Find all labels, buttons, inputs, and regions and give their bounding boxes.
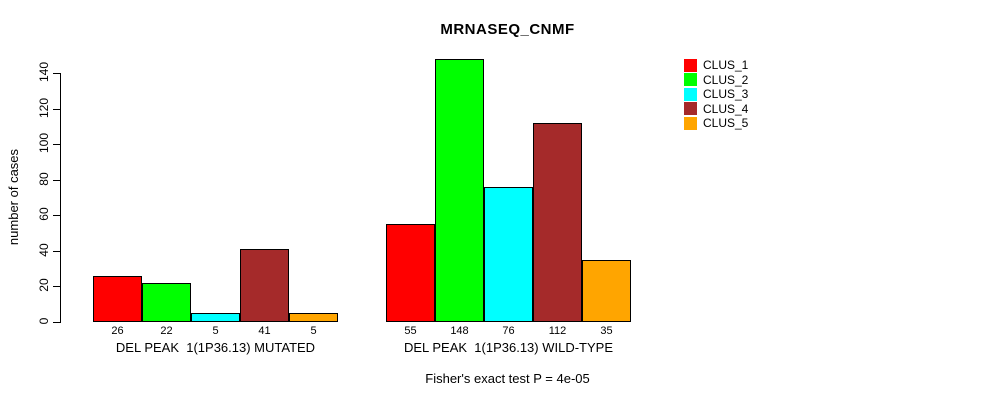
legend-swatch-clus_1 <box>684 58 697 72</box>
y-axis-tick <box>53 109 60 110</box>
bar-value-label: 148 <box>450 325 469 337</box>
bar-value-label: 35 <box>600 325 613 337</box>
legend-entry: CLUS_4 <box>684 102 748 116</box>
y-axis-tick <box>53 73 60 74</box>
bar-clus_5 <box>582 260 631 322</box>
legend-entry: CLUS_2 <box>684 73 748 87</box>
y-axis-line <box>60 73 61 323</box>
bar-clus_2 <box>142 283 191 322</box>
bar-value-label: 5 <box>212 325 219 337</box>
y-axis-label: number of cases <box>6 148 21 246</box>
y-axis-tick-label: 140 <box>37 61 51 83</box>
annotation-text: Fisher's exact test P = 4e-05 <box>425 371 590 386</box>
y-axis-tick <box>53 322 60 323</box>
y-axis-tick-label: 100 <box>37 132 51 154</box>
legend-entry: CLUS_1 <box>684 58 748 72</box>
group-label: DEL PEAK 1(1P36.13) WILD-TYPE <box>403 340 614 355</box>
y-axis-tick <box>53 180 60 181</box>
y-axis-tick-label: 120 <box>37 97 51 119</box>
legend-swatch-clus_3 <box>684 87 697 101</box>
y-axis-tick-label: 0 <box>37 317 51 325</box>
y-axis-tick <box>53 251 60 252</box>
y-axis-tick <box>53 286 60 287</box>
y-axis-tick-label: 20 <box>37 278 51 292</box>
bar-clus_3 <box>191 313 240 322</box>
y-axis-tick-label: 80 <box>37 172 51 186</box>
bar-value-label: 55 <box>404 325 417 337</box>
group-label: DEL PEAK 1(1P36.13) MUTATED <box>115 340 316 355</box>
chart-title: MRNASEQ_CNMF <box>440 21 575 38</box>
legend: CLUS_1 CLUS_2 CLUS_3 CLUS_4 CLUS_5 <box>684 58 748 131</box>
bar-value-label: 41 <box>258 325 271 337</box>
y-axis-tick-label: 40 <box>37 243 51 257</box>
bar-clus_5 <box>289 313 338 322</box>
bar-value-label: 76 <box>502 325 515 337</box>
bar-clus_1 <box>93 276 142 322</box>
legend-swatch-clus_2 <box>684 73 697 86</box>
legend-swatch-clus_5 <box>684 116 697 130</box>
legend-entry: CLUS_3 <box>684 87 748 101</box>
y-axis-tick <box>53 144 60 145</box>
bar-value-label: 112 <box>548 325 567 337</box>
bar-clus_1 <box>386 224 435 322</box>
y-axis-tick-label: 60 <box>37 207 51 221</box>
bar-value-label: 5 <box>310 325 317 337</box>
legend-entry: CLUS_5 <box>684 116 748 130</box>
legend-label: CLUS_4 <box>703 101 749 116</box>
bar-clus_4 <box>533 123 582 322</box>
legend-label: CLUS_3 <box>703 87 749 101</box>
y-axis-tick <box>53 215 60 216</box>
bar-value-label: 22 <box>160 325 173 337</box>
bar-clus_3 <box>484 187 533 322</box>
legend-label: CLUS_2 <box>703 72 749 87</box>
bar-clus_4 <box>240 249 289 322</box>
legend-label: CLUS_1 <box>703 58 749 72</box>
legend-swatch-clus_4 <box>684 102 697 115</box>
legend-label: CLUS_5 <box>703 116 749 130</box>
bar-value-label: 26 <box>111 325 124 337</box>
bar-clus_2 <box>435 59 484 322</box>
